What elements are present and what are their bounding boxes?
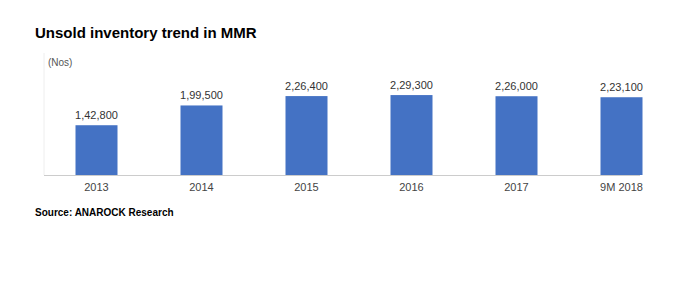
data-label: 2,26,400 <box>285 80 328 92</box>
data-label: 2,26,000 <box>495 80 538 92</box>
x-tick-label: 2014 <box>189 181 213 193</box>
data-label: 1,99,500 <box>180 89 223 101</box>
x-tick-label: 9M 2018 <box>600 181 643 193</box>
bar <box>601 97 643 175</box>
bar <box>496 96 538 175</box>
y-axis-label: (Nos) <box>48 57 72 68</box>
data-label: 2,29,300 <box>390 79 433 91</box>
y-axis-line <box>44 53 45 175</box>
x-tick-label: 2015 <box>294 181 318 193</box>
bar <box>286 96 328 175</box>
x-tick-label: 2016 <box>399 181 423 193</box>
bars <box>76 95 643 175</box>
source-note: Source: ANAROCK Research <box>35 207 174 218</box>
chart-svg: Unsold inventory trend in MMR (Nos) 1,42,8… <box>0 0 685 284</box>
bar <box>76 125 118 175</box>
x-axis-line <box>44 175 640 176</box>
chart-container: Unsold inventory trend in MMR (Nos) 1,42,8… <box>0 0 685 284</box>
x-tick-label: 2017 <box>504 181 528 193</box>
bar <box>181 105 223 175</box>
x-tick-label: 2013 <box>84 181 108 193</box>
bar <box>391 95 433 175</box>
data-label: 1,42,800 <box>75 109 118 121</box>
data-label: 2,23,100 <box>600 81 643 93</box>
chart-title: Unsold inventory trend in MMR <box>35 24 257 41</box>
